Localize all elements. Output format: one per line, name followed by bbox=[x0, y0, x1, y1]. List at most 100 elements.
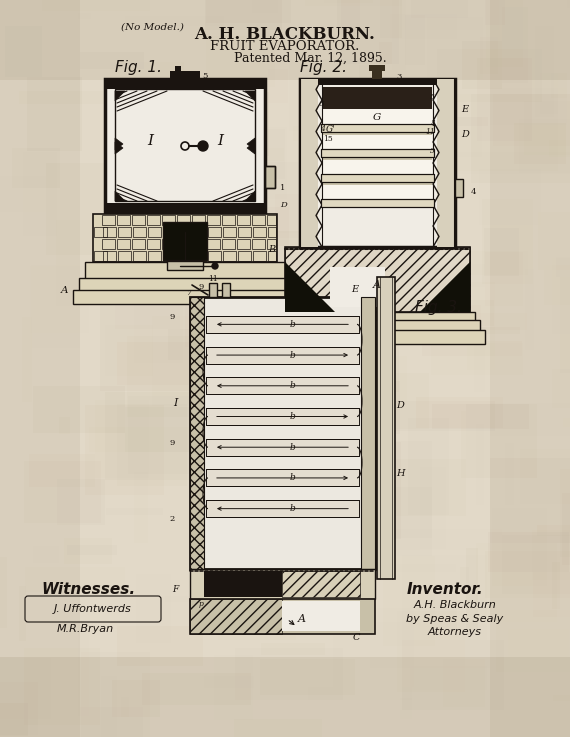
Bar bbox=[0, 682, 38, 736]
Bar bbox=[285, 247, 470, 312]
Bar bbox=[356, 442, 401, 539]
Bar bbox=[204, 676, 254, 688]
Bar bbox=[125, 407, 230, 452]
Text: D: D bbox=[461, 130, 469, 139]
Bar bbox=[333, 608, 414, 687]
Bar bbox=[132, 215, 145, 225]
Bar bbox=[147, 239, 160, 249]
Text: b: b bbox=[289, 381, 295, 391]
Bar bbox=[265, 166, 275, 188]
Bar bbox=[461, 411, 466, 478]
Bar bbox=[253, 251, 266, 261]
Bar bbox=[388, 401, 495, 431]
Bar bbox=[485, 551, 570, 598]
Bar bbox=[323, 89, 432, 207]
Bar bbox=[229, 589, 289, 632]
Bar bbox=[206, 0, 291, 23]
Bar bbox=[478, 672, 498, 737]
Bar bbox=[128, 335, 235, 417]
Bar bbox=[276, 379, 385, 385]
Bar bbox=[101, 676, 117, 737]
Bar bbox=[136, 574, 171, 643]
Bar bbox=[59, 417, 71, 434]
Bar bbox=[381, 487, 433, 556]
Bar bbox=[412, 313, 527, 330]
Polygon shape bbox=[245, 91, 255, 101]
Bar bbox=[482, 199, 533, 284]
Text: I: I bbox=[173, 398, 177, 408]
Bar bbox=[479, 169, 540, 225]
Bar bbox=[185, 297, 240, 346]
Bar bbox=[103, 227, 116, 237]
Text: E: E bbox=[352, 284, 359, 293]
Bar bbox=[125, 16, 224, 27]
Text: J. Uffontwerds: J. Uffontwerds bbox=[54, 604, 132, 614]
Bar bbox=[206, 452, 223, 457]
Bar bbox=[120, 696, 129, 717]
Bar bbox=[117, 239, 130, 249]
Bar bbox=[190, 599, 375, 634]
Bar bbox=[540, 74, 557, 113]
Bar bbox=[105, 203, 265, 213]
Bar bbox=[344, 637, 451, 685]
Bar bbox=[397, 611, 465, 692]
Bar bbox=[290, 59, 377, 131]
Polygon shape bbox=[115, 191, 125, 201]
Text: 5: 5 bbox=[430, 93, 435, 101]
Bar bbox=[323, 182, 432, 185]
Bar bbox=[95, 399, 149, 478]
Polygon shape bbox=[247, 142, 255, 154]
Bar bbox=[533, 572, 570, 617]
Bar bbox=[462, 41, 502, 89]
Text: Fig. 1.: Fig. 1. bbox=[115, 60, 162, 74]
Bar bbox=[222, 283, 230, 297]
Bar bbox=[170, 71, 200, 79]
Bar bbox=[401, 265, 486, 287]
Bar bbox=[223, 227, 236, 237]
Bar bbox=[105, 79, 265, 89]
Bar bbox=[206, 439, 359, 455]
Bar bbox=[223, 449, 282, 480]
Bar bbox=[363, 115, 454, 161]
Bar bbox=[324, 381, 400, 433]
Text: I: I bbox=[147, 134, 153, 148]
Bar bbox=[324, 0, 373, 3]
Bar bbox=[208, 227, 221, 237]
Bar bbox=[142, 673, 250, 705]
Bar bbox=[411, 0, 468, 18]
Bar bbox=[190, 599, 282, 634]
Bar bbox=[275, 195, 390, 238]
Bar bbox=[206, 316, 359, 333]
Bar bbox=[254, 72, 304, 77]
Bar bbox=[127, 656, 228, 737]
Text: by Speas & Sealy: by Speas & Sealy bbox=[406, 614, 504, 624]
Bar bbox=[91, 192, 157, 216]
Bar bbox=[135, 472, 148, 543]
Text: B: B bbox=[268, 245, 275, 254]
Bar bbox=[377, 117, 482, 157]
Bar bbox=[443, 660, 485, 707]
Bar bbox=[437, 79, 455, 247]
Bar bbox=[409, 117, 488, 126]
Bar bbox=[235, 649, 343, 699]
Bar bbox=[388, 0, 481, 24]
Bar bbox=[190, 297, 204, 569]
Bar bbox=[390, 14, 457, 39]
Text: 2: 2 bbox=[169, 515, 174, 523]
Bar bbox=[361, 297, 375, 569]
Bar bbox=[323, 87, 432, 109]
Bar bbox=[363, 320, 417, 380]
Bar bbox=[552, 369, 570, 408]
Text: I: I bbox=[217, 134, 223, 148]
Text: 11: 11 bbox=[208, 275, 218, 283]
Bar bbox=[253, 0, 278, 13]
Text: H: H bbox=[396, 469, 404, 478]
Polygon shape bbox=[115, 142, 123, 154]
Bar bbox=[455, 179, 463, 197]
Bar bbox=[134, 301, 183, 363]
Bar bbox=[336, 241, 423, 269]
Bar bbox=[152, 316, 242, 406]
Bar bbox=[94, 251, 107, 261]
Bar bbox=[268, 227, 276, 237]
Polygon shape bbox=[285, 262, 335, 312]
